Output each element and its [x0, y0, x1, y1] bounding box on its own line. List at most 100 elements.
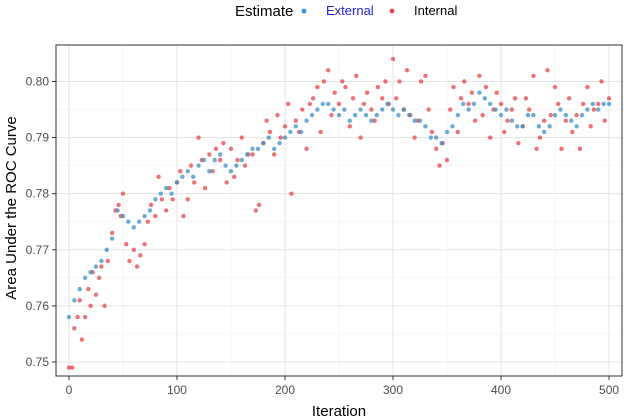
point-internal [242, 163, 248, 168]
point-external [531, 112, 536, 118]
y-axis-title: Area Under the ROC Curve [3, 116, 20, 299]
point-external [255, 146, 261, 151]
point-external [109, 236, 115, 241]
point-internal [358, 135, 363, 140]
point-internal [458, 96, 464, 101]
point-internal [380, 96, 385, 101]
point-internal [221, 140, 226, 146]
x-axis-ticks: 0 100 200 300 400 500 [66, 376, 619, 397]
point-external [493, 107, 498, 112]
point-external [120, 213, 126, 219]
point-internal [210, 169, 215, 174]
legend-entries: External Internal [301, 3, 457, 18]
point-internal [70, 365, 75, 370]
point-external [153, 197, 158, 202]
point-external [569, 118, 574, 123]
point-external [498, 112, 504, 118]
point-external [434, 135, 439, 140]
point-external [504, 107, 509, 112]
point-internal [325, 68, 331, 73]
point-internal [134, 264, 140, 269]
point-external [488, 101, 493, 107]
point-internal [224, 180, 229, 185]
point-external [228, 169, 234, 174]
point-internal [434, 146, 439, 151]
point-external [325, 101, 331, 107]
point-external [423, 124, 428, 129]
point-external [585, 107, 590, 112]
point-internal [596, 101, 601, 107]
point-internal [537, 135, 543, 140]
point-internal [178, 169, 183, 174]
x-tick-label: 400 [491, 383, 511, 397]
point-internal [185, 197, 190, 202]
point-internal [116, 202, 121, 208]
point-internal [505, 118, 510, 123]
point-external [590, 101, 596, 107]
point-internal [390, 56, 396, 62]
point-internal [488, 135, 493, 140]
point-external [547, 124, 552, 129]
x-tick-label: 500 [599, 383, 619, 397]
point-external [596, 107, 601, 112]
point-external [131, 225, 136, 230]
point-external [444, 129, 450, 135]
point-internal [93, 292, 99, 297]
legend-label-internal: Internal [414, 3, 457, 18]
point-external [336, 112, 342, 118]
point-internal [79, 337, 85, 342]
point-external [515, 124, 520, 129]
point-external [185, 169, 190, 174]
point-internal [526, 107, 532, 112]
point-internal [580, 101, 586, 107]
point-internal [127, 258, 132, 264]
point-external [380, 107, 385, 112]
point-internal [264, 118, 269, 123]
point-internal [566, 96, 572, 101]
point-external [93, 264, 99, 269]
point-external [293, 124, 298, 129]
point-internal [591, 107, 597, 112]
point-internal [307, 101, 313, 107]
point-external [385, 101, 390, 107]
point-internal [548, 112, 553, 118]
point-internal [289, 191, 294, 196]
grid-lines [56, 45, 622, 376]
legend: Estimate External Internal [235, 3, 457, 20]
point-internal [542, 118, 547, 123]
y-tick-label: 0.75 [26, 355, 50, 369]
point-external [525, 112, 531, 118]
point-internal [383, 79, 388, 84]
point-external [239, 157, 244, 163]
point-internal [477, 73, 482, 79]
point-external [347, 118, 353, 123]
point-internal [321, 79, 327, 84]
legend-entry-internal: Internal [389, 3, 457, 18]
point-internal [340, 79, 345, 84]
point-internal [361, 101, 367, 107]
point-external [147, 208, 153, 213]
point-internal [502, 129, 507, 135]
point-external [66, 314, 72, 320]
y-tick-label: 0.80 [26, 74, 50, 88]
point-external [309, 112, 315, 118]
legend-key-internal [389, 8, 395, 14]
point-external [298, 129, 304, 135]
point-external [250, 146, 255, 151]
point-internal [99, 264, 104, 269]
y-tick-label: 0.79 [26, 131, 50, 145]
x-tick-label: 0 [66, 383, 73, 397]
point-internal [153, 213, 158, 219]
point-internal [213, 146, 219, 151]
point-internal [275, 112, 280, 118]
point-external [407, 112, 412, 118]
point-internal [552, 84, 558, 90]
point-external [579, 112, 585, 118]
point-internal [235, 157, 240, 163]
point-external [190, 174, 196, 180]
point-external [428, 135, 434, 140]
point-internal [343, 84, 348, 90]
point-internal [181, 213, 186, 219]
point-internal [451, 84, 456, 90]
point-external [126, 219, 131, 224]
